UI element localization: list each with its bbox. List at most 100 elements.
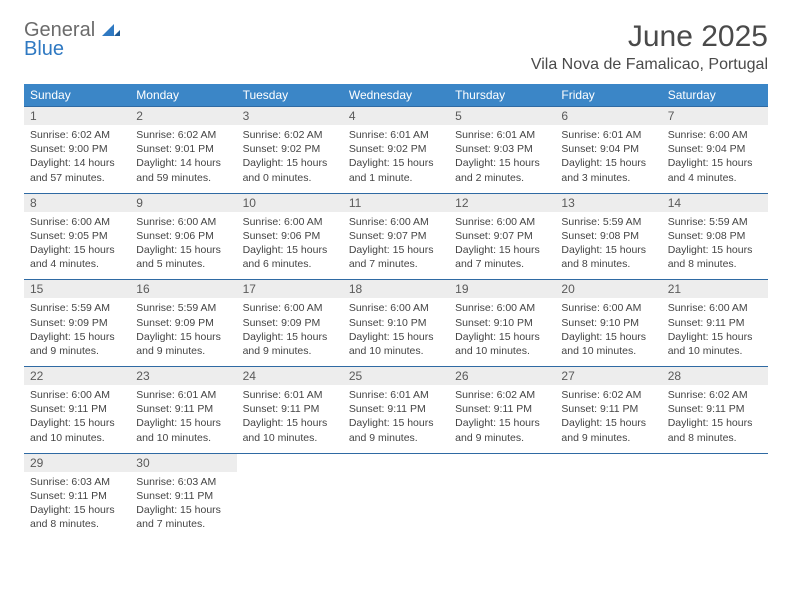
dayname: Friday: [555, 84, 661, 106]
calendar-cell: 7Sunrise: 6:00 AMSunset: 9:04 PMDaylight…: [662, 107, 768, 193]
sunset-text: Sunset: 9:05 PM: [30, 229, 124, 243]
daylight-text-1: Daylight: 15 hours: [30, 330, 124, 344]
sunset-text: Sunset: 9:09 PM: [243, 316, 337, 330]
daylight-text-1: Daylight: 15 hours: [136, 330, 230, 344]
empty-details: [449, 472, 555, 530]
daylight-text-1: Daylight: 15 hours: [455, 416, 549, 430]
daylight-text-1: Daylight: 15 hours: [668, 156, 762, 170]
daylight-text-2: and 9 minutes.: [561, 431, 655, 445]
sunrise-text: Sunrise: 6:02 AM: [243, 128, 337, 142]
daylight-text-2: and 10 minutes.: [455, 344, 549, 358]
sunset-text: Sunset: 9:11 PM: [349, 402, 443, 416]
date-number: 27: [555, 367, 661, 385]
date-number: 13: [555, 194, 661, 212]
daylight-text-2: and 10 minutes.: [349, 344, 443, 358]
calendar-cell: 27Sunrise: 6:02 AMSunset: 9:11 PMDayligh…: [555, 367, 661, 453]
daylight-text-1: Daylight: 15 hours: [136, 503, 230, 517]
date-number: 20: [555, 280, 661, 298]
dayname-row: SundayMondayTuesdayWednesdayThursdayFrid…: [24, 84, 768, 106]
daylight-text-2: and 10 minutes.: [243, 431, 337, 445]
sunrise-text: Sunrise: 6:03 AM: [30, 475, 124, 489]
daylight-text-2: and 4 minutes.: [668, 171, 762, 185]
sunrise-text: Sunrise: 6:01 AM: [243, 388, 337, 402]
empty-date: [662, 454, 768, 472]
date-number: 6: [555, 107, 661, 125]
sunset-text: Sunset: 9:11 PM: [136, 402, 230, 416]
title-block: June 2025 Vila Nova de Famalicao, Portug…: [531, 20, 768, 74]
day-details: Sunrise: 5:59 AMSunset: 9:09 PMDaylight:…: [130, 298, 236, 366]
date-number: 22: [24, 367, 130, 385]
day-details: Sunrise: 6:00 AMSunset: 9:10 PMDaylight:…: [449, 298, 555, 366]
empty-details: [237, 472, 343, 530]
sunrise-text: Sunrise: 6:02 AM: [668, 388, 762, 402]
date-number: 12: [449, 194, 555, 212]
date-number: 24: [237, 367, 343, 385]
date-number: 19: [449, 280, 555, 298]
daylight-text-2: and 9 minutes.: [30, 344, 124, 358]
day-details: Sunrise: 6:02 AMSunset: 9:11 PMDaylight:…: [449, 385, 555, 453]
calendar-cell: [555, 454, 661, 540]
day-details: Sunrise: 6:01 AMSunset: 9:02 PMDaylight:…: [343, 125, 449, 193]
date-number: 1: [24, 107, 130, 125]
daylight-text-2: and 8 minutes.: [668, 257, 762, 271]
day-details: Sunrise: 6:01 AMSunset: 9:03 PMDaylight:…: [449, 125, 555, 193]
daylight-text-1: Daylight: 15 hours: [561, 330, 655, 344]
sunrise-text: Sunrise: 6:02 AM: [455, 388, 549, 402]
sunrise-text: Sunrise: 5:59 AM: [30, 301, 124, 315]
daylight-text-1: Daylight: 14 hours: [136, 156, 230, 170]
calendar-cell: 20Sunrise: 6:00 AMSunset: 9:10 PMDayligh…: [555, 280, 661, 366]
sunset-text: Sunset: 9:06 PM: [136, 229, 230, 243]
sunset-text: Sunset: 9:11 PM: [30, 489, 124, 503]
date-number: 29: [24, 454, 130, 472]
sunset-text: Sunset: 9:11 PM: [243, 402, 337, 416]
calendar: SundayMondayTuesdayWednesdayThursdayFrid…: [24, 84, 768, 539]
sunrise-text: Sunrise: 6:03 AM: [136, 475, 230, 489]
sunset-text: Sunset: 9:07 PM: [455, 229, 549, 243]
sunrise-text: Sunrise: 6:00 AM: [349, 301, 443, 315]
daylight-text-2: and 7 minutes.: [349, 257, 443, 271]
daylight-text-2: and 5 minutes.: [136, 257, 230, 271]
sunrise-text: Sunrise: 6:01 AM: [455, 128, 549, 142]
sunset-text: Sunset: 9:08 PM: [561, 229, 655, 243]
calendar-cell: 19Sunrise: 6:00 AMSunset: 9:10 PMDayligh…: [449, 280, 555, 366]
empty-date: [449, 454, 555, 472]
calendar-cell: [662, 454, 768, 540]
daylight-text-2: and 4 minutes.: [30, 257, 124, 271]
date-number: 21: [662, 280, 768, 298]
sunset-text: Sunset: 9:02 PM: [349, 142, 443, 156]
daylight-text-1: Daylight: 15 hours: [561, 156, 655, 170]
day-details: Sunrise: 6:01 AMSunset: 9:04 PMDaylight:…: [555, 125, 661, 193]
sunset-text: Sunset: 9:01 PM: [136, 142, 230, 156]
empty-date: [237, 454, 343, 472]
calendar-cell: [449, 454, 555, 540]
logo-line2: Blue: [24, 39, 120, 59]
sunrise-text: Sunrise: 6:00 AM: [561, 301, 655, 315]
sunset-text: Sunset: 9:03 PM: [455, 142, 549, 156]
week-row: 22Sunrise: 6:00 AMSunset: 9:11 PMDayligh…: [24, 366, 768, 453]
day-details: Sunrise: 6:00 AMSunset: 9:07 PMDaylight:…: [343, 212, 449, 280]
date-number: 26: [449, 367, 555, 385]
dayname: Saturday: [662, 84, 768, 106]
sunrise-text: Sunrise: 5:59 AM: [561, 215, 655, 229]
calendar-cell: [343, 454, 449, 540]
daylight-text-1: Daylight: 15 hours: [668, 243, 762, 257]
sunrise-text: Sunrise: 6:02 AM: [561, 388, 655, 402]
sunset-text: Sunset: 9:10 PM: [349, 316, 443, 330]
daylight-text-1: Daylight: 15 hours: [243, 330, 337, 344]
logo: General Blue: [24, 20, 120, 59]
daylight-text-1: Daylight: 15 hours: [349, 243, 443, 257]
logo-mark-icon: [102, 22, 120, 41]
calendar-cell: 21Sunrise: 6:00 AMSunset: 9:11 PMDayligh…: [662, 280, 768, 366]
date-number: 16: [130, 280, 236, 298]
dayname: Thursday: [449, 84, 555, 106]
calendar-cell: 24 Sunrise: 6:01 AMSunset: 9:11 PMDayligh…: [237, 367, 343, 453]
calendar-cell: 15Sunrise: 5:59 AMSunset: 9:09 PMDayligh…: [24, 280, 130, 366]
logo-text: General Blue: [24, 20, 120, 59]
sunset-text: Sunset: 9:11 PM: [561, 402, 655, 416]
daylight-text-1: Daylight: 15 hours: [349, 416, 443, 430]
daylight-text-1: Daylight: 15 hours: [243, 416, 337, 430]
date-number: 4: [343, 107, 449, 125]
sunset-text: Sunset: 9:09 PM: [30, 316, 124, 330]
date-number: 28: [662, 367, 768, 385]
daylight-text-2: and 6 minutes.: [243, 257, 337, 271]
